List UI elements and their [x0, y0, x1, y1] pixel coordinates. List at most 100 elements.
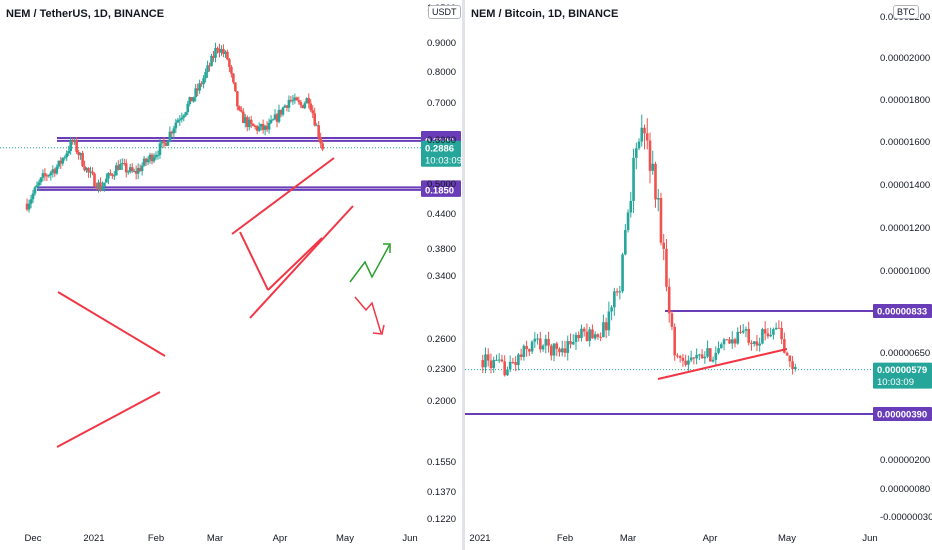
candle — [247, 116, 251, 131]
candle — [79, 152, 82, 160]
candle — [134, 165, 138, 180]
candle — [196, 83, 199, 97]
time-tick-label: 2021 — [469, 533, 490, 544]
candle — [536, 333, 539, 345]
candle — [733, 337, 737, 348]
candle — [651, 150, 655, 175]
candle — [695, 348, 698, 365]
candle — [629, 191, 633, 218]
price-level-tag[interactable]: 0.00000833 — [873, 304, 932, 318]
time-tick-label: Mar — [620, 533, 636, 544]
candle — [563, 340, 567, 358]
candle — [230, 64, 233, 78]
price-tick-label: 0.00000650 — [880, 348, 930, 359]
price-tick-label: 0.1220 — [427, 514, 456, 525]
trendline[interactable] — [267, 237, 323, 291]
candle — [283, 104, 287, 108]
arrow-head — [372, 324, 385, 335]
projection-arrow-up[interactable] — [349, 243, 391, 283]
candle — [259, 123, 263, 131]
price-tick-label: 0.1550 — [427, 457, 456, 468]
candle — [265, 121, 269, 132]
trendline[interactable] — [657, 348, 788, 380]
candle — [719, 342, 723, 349]
candle — [73, 137, 76, 145]
currency-badge[interactable]: BTC — [893, 5, 919, 19]
candle — [162, 136, 166, 149]
candle — [643, 124, 646, 150]
candle — [311, 105, 315, 118]
candle — [99, 177, 102, 192]
candle — [279, 109, 283, 118]
candle — [216, 46, 219, 54]
candle — [525, 340, 528, 357]
drawings — [657, 348, 788, 380]
candle — [544, 334, 548, 354]
candle — [35, 181, 39, 188]
candle — [87, 167, 90, 178]
chart-pane-nem-btc[interactable]: 0.00000833 0.00000390 0.00000579 10:03:09 0… — [465, 0, 932, 550]
candle — [585, 323, 589, 342]
price-level-tag[interactable]: 0.00000390 — [873, 407, 932, 421]
price-tick-label: 0.5000 — [427, 179, 456, 190]
candle — [678, 354, 682, 363]
candle — [184, 111, 188, 117]
candle — [506, 366, 509, 376]
candle — [67, 145, 71, 156]
currency-badge[interactable]: USDT — [428, 5, 461, 19]
candle — [722, 337, 726, 351]
candles — [481, 114, 797, 377]
candle — [495, 354, 498, 361]
candle — [747, 321, 751, 346]
trendline[interactable] — [56, 391, 161, 448]
candle — [640, 114, 644, 147]
candle — [750, 340, 753, 351]
projection-arrow-down[interactable] — [354, 296, 382, 334]
trendline[interactable] — [249, 205, 354, 319]
price-axis: 1.05000.90000.80000.70000.60000.50000.44… — [427, 3, 456, 525]
candle — [684, 354, 687, 367]
candle — [164, 142, 168, 147]
time-axis: Dec 2021 Feb Mar Apr May Jun — [25, 533, 418, 544]
trendline[interactable] — [239, 231, 269, 291]
chart-title: NEM / TetherUS, 1D, BINANCE — [6, 8, 165, 20]
candle — [315, 122, 318, 127]
time-tick-label: Jun — [862, 533, 877, 544]
candle — [128, 164, 132, 174]
candle — [136, 163, 140, 180]
candle — [577, 331, 581, 342]
candles — [25, 42, 324, 213]
candle — [593, 331, 597, 341]
candle — [210, 53, 213, 67]
time-tick-label: Apr — [273, 533, 288, 544]
candle — [728, 336, 731, 345]
price-tick-label: 0.00001200 — [880, 223, 930, 234]
candle — [624, 224, 627, 256]
candle — [204, 68, 207, 83]
trendline[interactable] — [57, 291, 166, 357]
time-tick-label: Jun — [402, 533, 417, 544]
trendline[interactable] — [231, 157, 335, 235]
candle — [271, 118, 275, 121]
candle — [519, 348, 523, 361]
pane-divider[interactable] — [462, 0, 465, 550]
price-level-tag[interactable]: 0.1850 — [421, 182, 461, 197]
candle — [569, 333, 572, 349]
candle — [160, 140, 164, 148]
time-tick-label: 2021 — [83, 533, 104, 544]
candle — [148, 152, 152, 164]
candle — [489, 353, 493, 374]
candle — [261, 119, 265, 134]
candle — [739, 325, 742, 334]
candle — [188, 96, 192, 107]
candle — [303, 101, 307, 110]
candle — [240, 106, 243, 113]
candle — [255, 124, 259, 135]
candle — [758, 337, 761, 352]
